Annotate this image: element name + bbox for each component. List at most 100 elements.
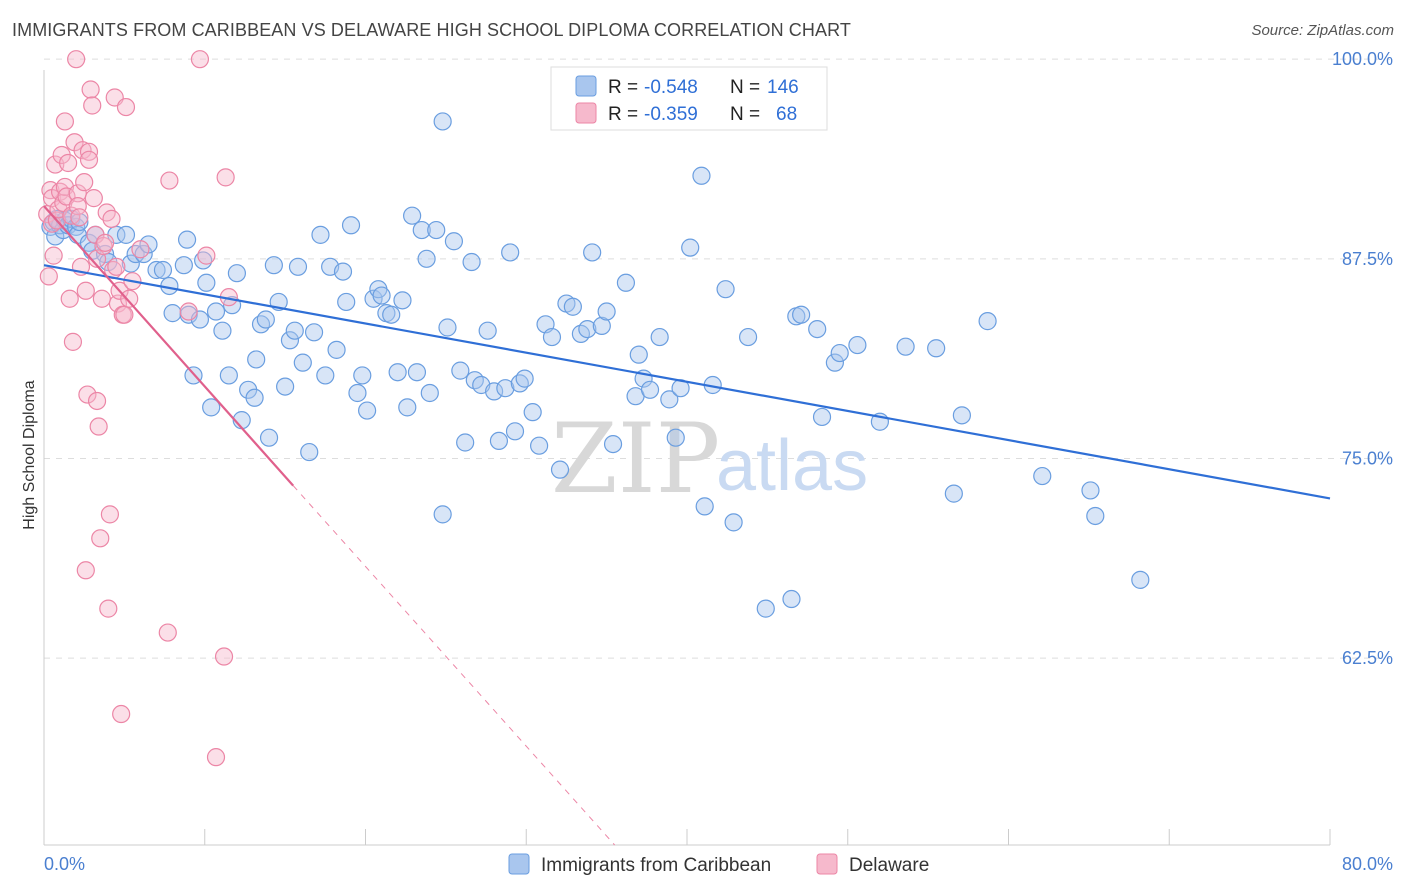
data-point-caribbean [927,339,946,358]
data-point-caribbean [944,484,963,503]
x-ticks [43,829,1331,845]
watermark-zip: ZIP [551,403,720,515]
data-point-caribbean [353,366,372,385]
data-point-delaware [67,50,86,69]
data-point-caribbean [597,302,616,321]
data-point-caribbean [1033,466,1052,486]
data-point-caribbean [478,321,497,340]
data-point-delaware [55,112,74,131]
data-point-caribbean [333,262,353,281]
data-point-caribbean [427,220,446,240]
data-point-caribbean [978,312,997,331]
data-point-delaware [206,748,226,767]
series-legend: Immigrants from Caribbean Delaware [508,853,929,876]
data-point-caribbean [896,337,915,356]
data-point-caribbean [542,327,562,347]
data-point-caribbean [451,361,470,380]
data-point-caribbean [650,327,669,347]
data-point-caribbean [219,366,238,385]
data-point-caribbean [1131,570,1150,589]
data-point-delaware [70,208,89,227]
data-point-caribbean [174,256,193,275]
legend-n-label-2: N = [730,104,760,125]
data-point-delaware [84,189,103,208]
data-point-caribbean [245,388,264,407]
data-point-caribbean [660,390,679,409]
data-point-caribbean [583,243,602,262]
data-point-caribbean [505,422,525,441]
stats-legend: R = -0.548 N = 146 R = -0.359 N = 68 [550,66,828,131]
data-point-delaware [59,153,78,173]
data-point-caribbean [197,273,216,292]
data-point-caribbean [592,316,611,336]
bottom-legend-swatch-delaware [816,853,838,875]
data-point-caribbean [456,433,475,452]
y-tick-label: 75.0% [1342,448,1393,468]
data-point-caribbean [121,254,140,273]
data-point-caribbean [792,305,811,324]
data-point-caribbean [194,251,213,270]
data-point-delaware [73,141,92,160]
data-point-caribbean [247,350,266,369]
trend-line-delaware-extension [292,485,616,846]
stats-legend-box [550,66,828,131]
data-point-caribbean [462,252,481,272]
data-point-delaware [116,97,136,117]
data-point-caribbean [202,398,221,417]
x-tick-label-max: 80.0% [1342,854,1393,874]
legend-n-value-1: 146 [767,77,799,98]
data-point-delaware [78,385,97,404]
data-point-delaware [79,150,99,169]
data-point-caribbean [848,335,867,355]
data-point-caribbean [304,323,324,342]
trend-lines [43,205,1331,846]
data-point-caribbean [276,377,295,396]
data-point-delaware [99,599,118,618]
data-point-caribbean [724,513,743,532]
data-point-delaware [120,289,139,308]
data-point-delaware [197,246,216,265]
data-point-caribbean [563,297,582,316]
watermark-atlas: atlas [716,426,868,506]
watermark: ZIP atlas [551,403,868,515]
data-point-caribbean [153,260,173,280]
legend-swatch-caribbean [575,75,597,97]
data-point-caribbean [523,403,542,422]
chart-title: IMMIGRANTS FROM CARIBBEAN VS DELAWARE HI… [12,20,851,40]
data-point-caribbean [1086,506,1105,526]
data-point-caribbean [293,353,312,372]
data-point-caribbean [227,264,246,283]
data-point-caribbean [393,291,412,310]
series-delaware-points [38,50,238,767]
data-point-caribbean [603,434,623,454]
data-point-delaware [190,50,210,69]
data-point-caribbean [403,206,422,225]
data-point-caribbean [681,238,700,257]
data-point-caribbean [388,363,407,382]
data-point-caribbean [515,369,534,388]
data-point-delaware [91,529,110,548]
data-point-delaware [87,391,107,411]
data-point-caribbean [147,260,166,280]
data-point-delaware [216,168,235,187]
data-point-delaware [63,332,83,351]
data-point-caribbean [280,331,300,350]
data-point-caribbean [812,407,832,427]
data-point-delaware [81,80,100,99]
data-point-delaware [95,233,115,252]
data-point-caribbean [398,398,417,417]
data-point-caribbean [1081,481,1100,500]
legend-n-label-1: N = [730,77,760,98]
data-point-delaware [100,505,120,524]
data-point-delaware [83,96,102,115]
legend-r-label-1: R = [608,77,638,98]
data-point-caribbean [300,442,319,462]
data-point-caribbean [825,353,844,372]
data-point-caribbean [444,232,464,251]
data-point-caribbean [716,280,735,299]
data-point-delaware [75,173,94,192]
data-point-caribbean [692,166,711,185]
data-point-delaware [158,623,177,642]
data-point-delaware [76,561,95,580]
